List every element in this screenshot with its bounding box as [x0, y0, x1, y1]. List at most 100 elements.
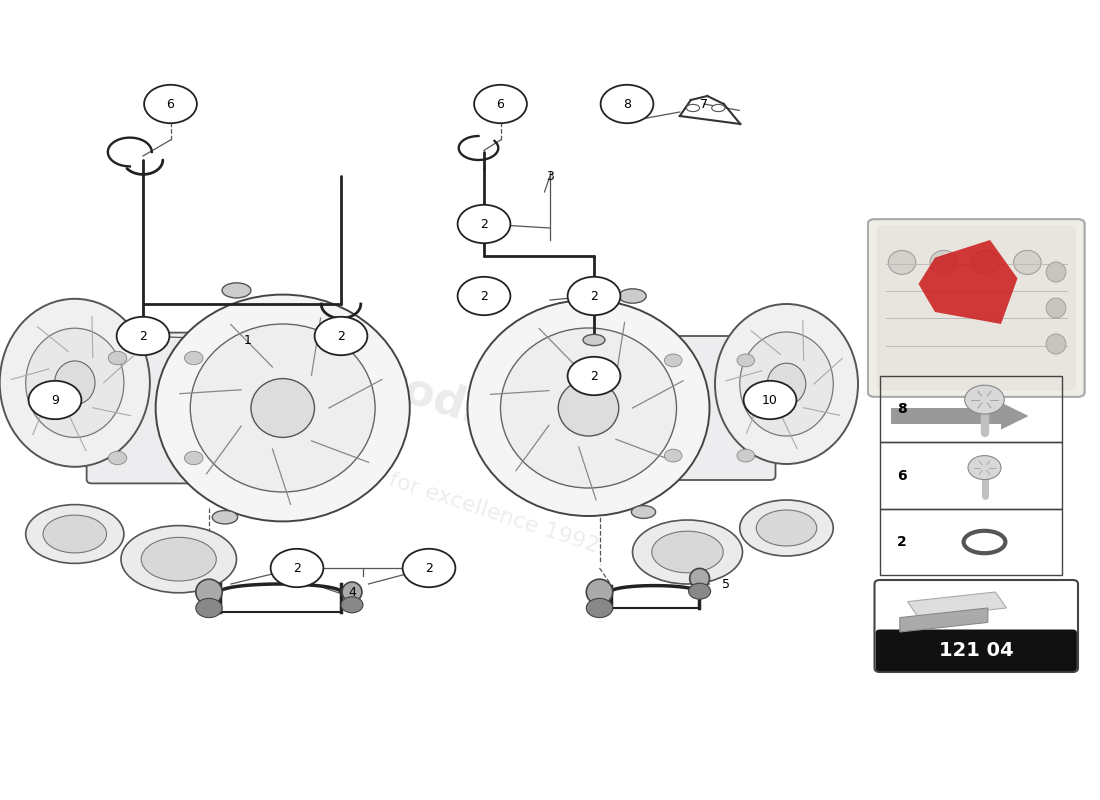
Text: 7: 7: [700, 98, 708, 110]
Text: 2: 2: [898, 535, 906, 549]
Text: 10: 10: [762, 394, 778, 406]
Circle shape: [664, 450, 682, 462]
Ellipse shape: [715, 304, 858, 464]
Circle shape: [29, 381, 81, 419]
Circle shape: [271, 549, 323, 587]
Circle shape: [108, 451, 126, 465]
Text: 2: 2: [590, 290, 598, 302]
Bar: [880, 633, 1072, 668]
Ellipse shape: [1046, 334, 1066, 354]
Ellipse shape: [25, 505, 124, 563]
Ellipse shape: [342, 582, 362, 602]
Text: 8: 8: [623, 98, 631, 110]
Ellipse shape: [196, 579, 222, 605]
Text: 2: 2: [480, 290, 488, 302]
Circle shape: [474, 85, 527, 123]
Text: 2: 2: [590, 370, 598, 382]
Circle shape: [144, 85, 197, 123]
Circle shape: [341, 597, 363, 613]
Ellipse shape: [651, 531, 724, 573]
Ellipse shape: [632, 520, 743, 584]
Text: 8: 8: [898, 402, 906, 416]
Text: 4: 4: [348, 586, 356, 598]
Ellipse shape: [712, 104, 725, 111]
Ellipse shape: [739, 500, 834, 556]
FancyBboxPatch shape: [868, 219, 1085, 397]
Ellipse shape: [686, 104, 700, 111]
Circle shape: [458, 205, 510, 243]
Ellipse shape: [43, 515, 107, 553]
Ellipse shape: [931, 250, 957, 274]
Circle shape: [185, 451, 204, 465]
Ellipse shape: [468, 300, 710, 516]
Text: 6: 6: [898, 469, 906, 482]
Text: 6: 6: [496, 98, 505, 110]
Ellipse shape: [212, 510, 238, 524]
Circle shape: [108, 351, 126, 365]
Ellipse shape: [768, 363, 805, 405]
Ellipse shape: [222, 283, 251, 298]
FancyArrow shape: [891, 402, 1028, 430]
Ellipse shape: [739, 332, 834, 436]
Text: 2: 2: [425, 562, 433, 574]
Circle shape: [185, 351, 204, 365]
Circle shape: [737, 450, 755, 462]
Ellipse shape: [889, 250, 916, 274]
Ellipse shape: [121, 526, 236, 593]
Circle shape: [737, 354, 755, 366]
Ellipse shape: [25, 328, 124, 438]
Ellipse shape: [500, 328, 676, 488]
Ellipse shape: [558, 380, 618, 436]
Circle shape: [403, 549, 455, 587]
Text: 2: 2: [293, 562, 301, 574]
Circle shape: [315, 317, 367, 355]
Ellipse shape: [156, 294, 409, 522]
Ellipse shape: [1014, 250, 1042, 274]
Circle shape: [458, 277, 510, 315]
Ellipse shape: [0, 299, 150, 467]
Ellipse shape: [583, 334, 605, 346]
Circle shape: [689, 583, 711, 599]
Ellipse shape: [141, 538, 217, 581]
Polygon shape: [918, 240, 1018, 324]
Text: 9: 9: [51, 394, 59, 406]
Circle shape: [568, 277, 620, 315]
Circle shape: [744, 381, 796, 419]
Polygon shape: [900, 608, 988, 632]
Circle shape: [965, 385, 1004, 414]
Text: 5: 5: [722, 578, 730, 590]
Circle shape: [196, 598, 222, 618]
FancyBboxPatch shape: [644, 336, 776, 480]
Circle shape: [601, 85, 653, 123]
Ellipse shape: [757, 510, 816, 546]
Bar: [880, 509, 1062, 575]
FancyBboxPatch shape: [874, 580, 1078, 672]
Ellipse shape: [251, 378, 315, 438]
FancyBboxPatch shape: [877, 226, 1076, 390]
Ellipse shape: [972, 250, 999, 274]
Bar: [880, 442, 1062, 509]
Text: 1: 1: [243, 334, 252, 346]
Circle shape: [568, 357, 620, 395]
Ellipse shape: [329, 318, 353, 330]
Circle shape: [664, 354, 682, 366]
Text: 2: 2: [337, 330, 345, 342]
Ellipse shape: [1046, 262, 1066, 282]
Text: eurods.ro: eurods.ro: [318, 342, 562, 458]
Ellipse shape: [631, 506, 656, 518]
Text: 3: 3: [546, 170, 554, 182]
Ellipse shape: [190, 324, 375, 492]
Ellipse shape: [690, 568, 710, 589]
Text: a passion for excellence 1992: a passion for excellence 1992: [279, 435, 601, 557]
FancyBboxPatch shape: [876, 630, 1077, 671]
Circle shape: [586, 598, 613, 618]
Bar: [880, 376, 1062, 442]
Ellipse shape: [618, 289, 647, 303]
Text: 2: 2: [480, 218, 488, 230]
FancyBboxPatch shape: [87, 333, 224, 483]
Ellipse shape: [1046, 298, 1066, 318]
Ellipse shape: [55, 361, 95, 405]
Text: 6: 6: [166, 98, 175, 110]
Text: 121 04: 121 04: [939, 641, 1013, 660]
Text: 2: 2: [139, 330, 147, 342]
